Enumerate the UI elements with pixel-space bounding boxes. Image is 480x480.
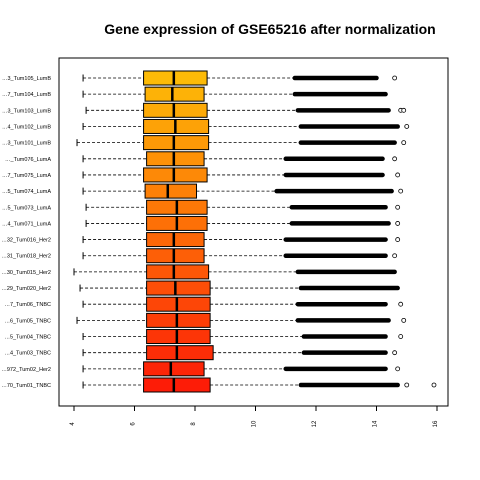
outlier-point <box>392 350 398 356</box>
box-group <box>82 361 401 377</box>
y-tick-label: …31_Tum018_Her2 <box>1 254 51 260</box>
outlier-point <box>431 382 437 388</box>
plot-frame <box>58 57 449 407</box>
box-group <box>79 280 400 296</box>
box <box>146 329 211 345</box>
box-group <box>82 151 398 167</box>
box <box>143 135 210 151</box>
outlier-point <box>398 188 404 194</box>
outlier-point <box>395 221 401 226</box>
x-tick-label: 4 <box>70 422 76 426</box>
y-tick-label: …3_Tum101_LumB <box>2 141 51 147</box>
x-tick-label: 12 <box>312 420 318 427</box>
box-group <box>82 183 404 199</box>
box <box>143 102 208 118</box>
y-tick-label: …7_Tum06_TNBC <box>4 302 51 308</box>
box-group <box>82 345 398 361</box>
box-group <box>82 86 388 102</box>
box <box>144 183 198 199</box>
outlier-point <box>401 317 407 323</box>
y-tick-label: …4_Tum102_LumB <box>2 124 51 130</box>
box <box>146 232 205 248</box>
box <box>146 345 214 361</box>
x-axis: 4 6 8 10 12 14 16 <box>70 406 439 427</box>
outlier-point <box>395 237 401 242</box>
y-tick-label: …3_Tum103_LumB <box>2 108 51 114</box>
outlier-point <box>395 172 401 178</box>
outlier-point <box>392 75 398 81</box>
outlier-point <box>401 140 407 146</box>
box-group <box>82 232 401 248</box>
box-group <box>76 135 407 151</box>
box <box>144 86 205 102</box>
outlier-point <box>398 301 404 307</box>
outlier-point <box>404 124 410 129</box>
outlier-point <box>401 107 407 113</box>
x-tick-label: 6 <box>131 422 137 426</box>
box <box>146 151 205 167</box>
y-tick-label: …5_Tum074_LumA <box>2 189 51 195</box>
box-group <box>82 167 401 183</box>
box-group <box>82 70 398 86</box>
box <box>143 377 211 393</box>
outlier-point <box>395 366 401 372</box>
x-tick-label: 14 <box>373 420 379 427</box>
y-tick-label: …_Tum076_LumA <box>5 157 51 163</box>
y-axis: …3_Tum105_LumB …7_Tum104_LumB …3_Tum103_Lu… <box>1 76 51 389</box>
x-tick-label: 10 <box>252 420 258 427</box>
y-tick-label: …29_Tum020_Her2 <box>1 286 51 292</box>
outlier-point <box>398 334 404 339</box>
box <box>146 312 211 328</box>
box-group <box>82 248 398 264</box>
box <box>146 296 211 312</box>
box <box>146 248 205 264</box>
y-tick-label: …5_Tum073_LumA <box>2 205 51 211</box>
box-group <box>76 312 407 328</box>
box <box>146 264 210 280</box>
y-tick-label: …32_Tum016_Her2 <box>1 238 51 244</box>
box-group <box>85 215 401 231</box>
y-tick-label: …7_Tum104_LumB <box>2 92 51 98</box>
box-group <box>82 377 437 393</box>
box <box>143 70 208 86</box>
box-group <box>82 329 404 345</box>
plot-frame-layer <box>58 57 449 407</box>
outlier-point <box>392 253 398 259</box>
y-tick-label: …4_Tum071_LumA <box>2 221 51 227</box>
box-group <box>82 296 404 312</box>
x-tick-label: 8 <box>191 422 197 426</box>
x-tick-label: 16 <box>433 420 439 427</box>
outlier-point <box>392 156 398 162</box>
y-tick-label: …7_Tum075_LumA <box>2 173 51 179</box>
chart-title: Gene expression of GSE65216 after normal… <box>104 21 436 37</box>
box-group <box>73 264 397 280</box>
y-tick-label: …3_Tum105_LumB <box>2 76 51 82</box>
box <box>143 361 205 377</box>
y-tick-label: …5_Tum04_TNBC <box>4 335 51 341</box>
box-group <box>82 118 410 134</box>
outlier-point <box>395 204 401 210</box>
y-tick-label: …6_Tum05_TNBC <box>4 318 51 324</box>
outlier-point <box>404 382 410 388</box>
y-tick-label: …70_Tum01_TNBC <box>1 383 51 389</box>
box-group <box>85 102 407 118</box>
y-tick-label: …30_Tum015_Her2 <box>1 270 51 276</box>
y-tick-label: …972_Tum02_Her2 <box>1 367 51 373</box>
y-tick-label: …4_Tum03_TNBC <box>4 351 51 357</box>
boxes-layer <box>73 70 437 393</box>
box-group <box>85 199 401 215</box>
box <box>146 280 211 296</box>
box <box>143 167 208 183</box>
